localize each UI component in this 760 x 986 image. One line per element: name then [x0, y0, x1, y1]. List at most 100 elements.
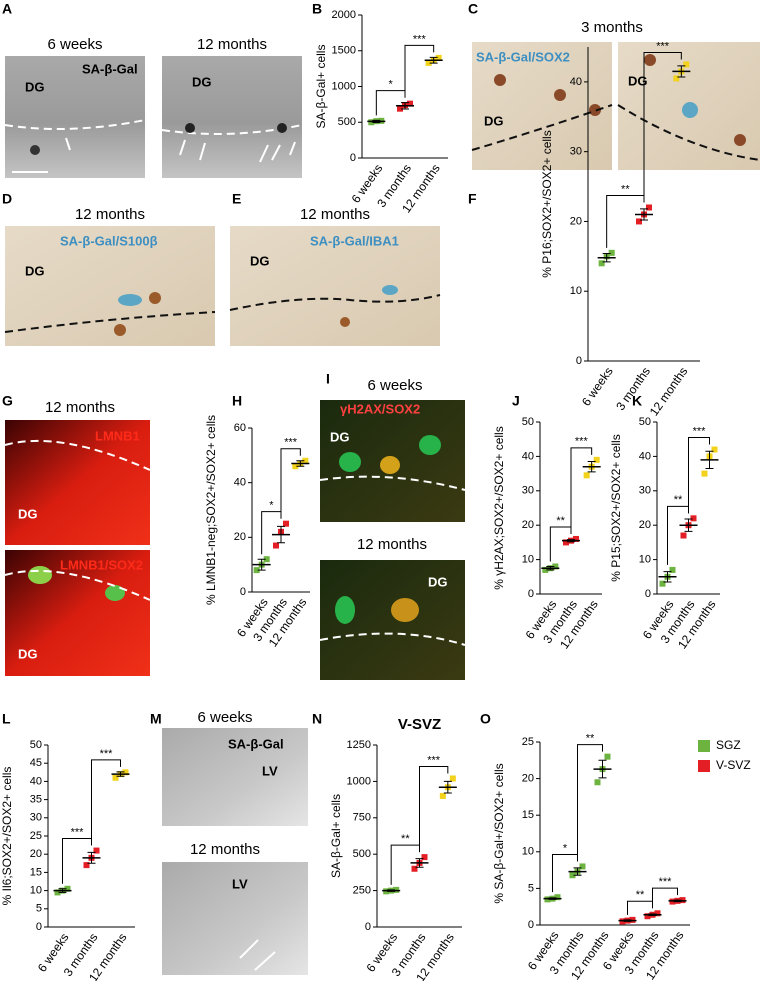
significance-bracket	[688, 437, 710, 514]
cell	[277, 123, 287, 133]
error-bar	[116, 771, 125, 777]
cell	[419, 435, 441, 455]
significance-bracket	[280, 448, 301, 519]
data-point	[604, 753, 611, 760]
significance-label: ***	[656, 40, 670, 52]
cell	[335, 596, 355, 624]
cell	[494, 74, 506, 86]
data-point	[583, 472, 590, 479]
boundary-line	[229, 294, 441, 311]
y-tick-label: 0	[528, 588, 534, 600]
data-point	[683, 61, 690, 68]
y-tick-label: 1000	[347, 775, 371, 787]
error-bar	[623, 919, 632, 922]
legend-label: V-SVZ	[716, 758, 751, 772]
micrograph	[230, 226, 440, 346]
data-point	[292, 463, 299, 470]
data-point	[439, 792, 446, 799]
error-bar	[87, 851, 96, 864]
legend-label: SGZ	[716, 738, 741, 752]
image-title: 3 months	[581, 19, 643, 36]
y-tick-label: 0	[36, 921, 42, 933]
y-tick-label: 40	[522, 450, 534, 462]
micrograph	[5, 56, 145, 178]
boundary-line	[4, 439, 151, 601]
data-point	[554, 894, 561, 901]
error-bar	[415, 858, 424, 868]
error-bar	[573, 867, 582, 876]
cell	[105, 585, 125, 601]
cell	[149, 292, 161, 304]
error-bar	[684, 518, 693, 532]
cell	[734, 134, 746, 146]
data-point	[112, 774, 119, 781]
data-point	[411, 865, 418, 872]
y-tick-label: 20	[639, 519, 651, 531]
significance-label: **	[621, 183, 630, 195]
y-axis-label: % P15;SOX2+/SOX2+ cells	[609, 434, 623, 581]
y-tick-label: 60	[234, 422, 246, 434]
y-axis-label: SA-β-Gal+ cells	[314, 45, 328, 129]
y-tick-label: 10	[639, 554, 651, 566]
data-point	[669, 566, 676, 573]
error-bar	[673, 899, 682, 903]
y-tick-label: 40	[570, 76, 582, 88]
y-tick-label: 1500	[332, 45, 356, 57]
data-point	[673, 75, 680, 82]
y-tick-label: 15	[522, 809, 534, 821]
error-bar	[602, 253, 611, 263]
error-bar	[663, 571, 672, 583]
micrograph	[162, 862, 308, 975]
data-point	[701, 470, 708, 477]
data-point	[646, 204, 652, 211]
cell	[114, 324, 126, 336]
significance-bracket	[404, 44, 435, 98]
y-axis-label: % γH2AX;SOX2+/SOX2+ cells	[492, 426, 506, 589]
image-label: DG	[628, 73, 648, 88]
cell	[382, 285, 398, 295]
error-bar	[548, 897, 557, 900]
cell	[391, 598, 419, 622]
data-point	[425, 59, 432, 66]
data-point	[122, 769, 129, 776]
y-tick-label: 30	[30, 812, 42, 824]
error-bar	[58, 888, 67, 893]
cell	[118, 294, 142, 306]
y-tick-label: 20	[522, 519, 534, 531]
y-tick-label: 20	[30, 848, 42, 860]
data-point	[302, 457, 309, 464]
cell	[554, 89, 566, 101]
micrograph	[472, 42, 612, 170]
error-bar	[640, 208, 648, 221]
cell	[380, 456, 400, 474]
significance-label: *	[563, 842, 568, 854]
y-axis-label: % LMNB1-neg;SOX2+/SOX2+ cells	[204, 415, 218, 605]
y-tick-label: 40	[30, 775, 42, 787]
image-label: DG	[428, 574, 448, 589]
error-bar	[296, 460, 305, 467]
y-tick-label: 750	[353, 812, 371, 824]
data-point	[407, 100, 413, 107]
significance-label: **	[556, 515, 565, 527]
y-tick-label: 2000	[332, 9, 356, 21]
y-tick-label: 0	[645, 588, 651, 600]
error-bar	[277, 525, 285, 544]
image-label: SA-β-Gal/S100β	[60, 233, 158, 248]
significance-label: **	[636, 889, 645, 901]
cell	[30, 145, 40, 155]
significance-label: **	[674, 494, 683, 506]
y-tick-label: 40	[234, 477, 246, 489]
error-bar	[567, 539, 575, 543]
y-tick-label: 30	[639, 485, 651, 497]
data-point	[83, 862, 90, 869]
error-bar	[598, 759, 607, 779]
significance-label: *	[269, 500, 274, 512]
micrograph	[5, 420, 150, 545]
y-tick-label: 50	[522, 416, 534, 428]
micrograph	[162, 56, 302, 178]
data-point	[563, 539, 569, 546]
chart-title: V-SVZ	[398, 716, 441, 733]
image-title: 12 months	[357, 536, 427, 553]
y-tick-label: 30	[522, 485, 534, 497]
